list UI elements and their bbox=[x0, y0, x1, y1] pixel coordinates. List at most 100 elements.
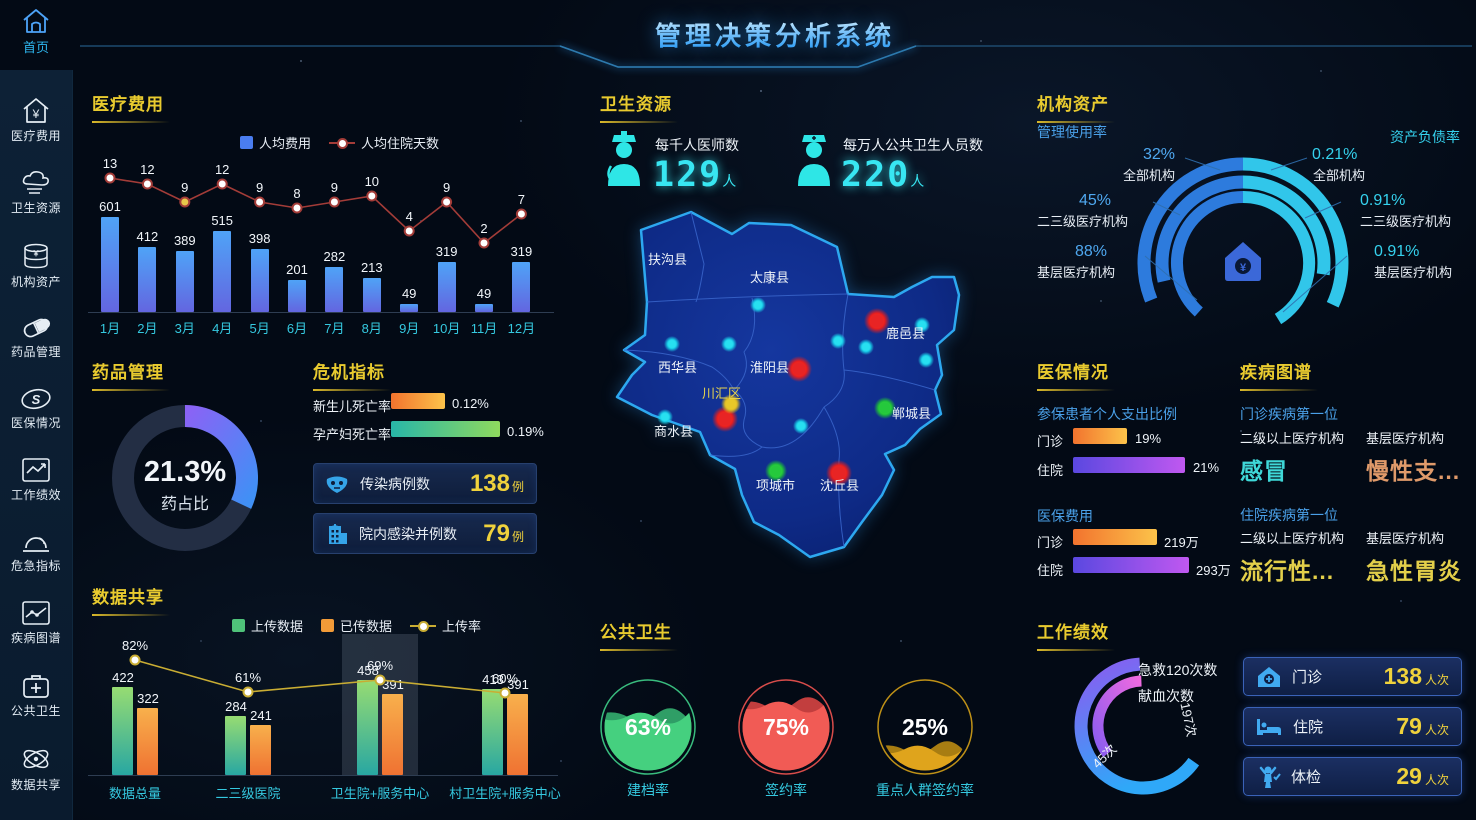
clinic-icon bbox=[1258, 666, 1280, 687]
data-share-chart[interactable]: 422 322 82% 数据总量 284 241 61% 二三级医院 458 391 69% 卫生院+… bbox=[88, 630, 566, 805]
sidebar-item-data-share[interactable]: 数据共享 bbox=[0, 745, 72, 793]
legend-item-cost[interactable]: 人均费用 bbox=[240, 133, 311, 152]
liquid-gauge-filing[interactable]: 63% bbox=[598, 677, 698, 777]
insurance-group2-header: 医保费用 bbox=[1037, 508, 1093, 524]
map-outline[interactable] bbox=[615, 210, 961, 559]
checkup-icon bbox=[1259, 766, 1281, 788]
bar-cost bbox=[362, 278, 381, 312]
sidebar-item-critical[interactable]: 危急指标 bbox=[0, 530, 72, 574]
map-district-label[interactable]: 项城市 bbox=[756, 478, 795, 493]
gauge-label: 签约率 bbox=[765, 782, 807, 798]
crisis-bar-label: 新生儿死亡率 bbox=[313, 399, 392, 414]
bar-value-label: 422 bbox=[112, 670, 134, 685]
bar-value-label: 241 bbox=[250, 708, 272, 723]
map-district-label[interactable]: 沈丘县 bbox=[820, 478, 859, 493]
map-district-label[interactable]: 商水县 bbox=[654, 424, 693, 439]
page-title: 管理决策分析系统 bbox=[600, 16, 950, 53]
insurance-icon: S bbox=[21, 388, 51, 409]
sidebar-item-label: 疾病图谱 bbox=[10, 631, 61, 646]
crisis-bar-newborn bbox=[391, 393, 445, 409]
line-point bbox=[129, 654, 141, 666]
stat-label: 每千人医师数 bbox=[655, 137, 739, 153]
line-value-label: 12 bbox=[140, 162, 155, 177]
line-point bbox=[366, 190, 378, 202]
crisis-card-nosocomial: 院内感染并例数 79 例 bbox=[313, 513, 537, 554]
crisis-bar-maternal bbox=[391, 421, 500, 437]
crisis-bar-value: 0.19% bbox=[507, 424, 544, 439]
section-title-health-resource: 卫生资源 bbox=[600, 90, 678, 123]
map-district-label[interactable]: 川汇区 bbox=[702, 386, 741, 401]
medical-expense-chart[interactable]: 601 1月 13 412 2月 12 389 3月 9 515 4月 12 398 5月 9 201 6月 8 2… bbox=[88, 150, 560, 340]
sidebar-item-home[interactable]: 首页 bbox=[0, 8, 72, 56]
stat-card-value: 79 bbox=[1396, 713, 1422, 739]
insurance-group1-header: 参保患者个人支出比例 bbox=[1037, 406, 1177, 422]
section-title-performance: 工作绩效 bbox=[1037, 618, 1115, 651]
map-marker-cyan[interactable] bbox=[657, 297, 934, 434]
performance-gauge[interactable] bbox=[1063, 648, 1228, 808]
legend-item-upload[interactable]: 上传数据 bbox=[232, 616, 303, 635]
liquid-gauge-contract[interactable]: 75% bbox=[736, 677, 836, 777]
x-axis bbox=[88, 312, 554, 313]
sidebar-item-disease[interactable]: 疾病图谱 bbox=[0, 600, 72, 646]
insurance-row-value: 21% bbox=[1193, 460, 1220, 475]
map-district-label[interactable]: 太康县 bbox=[750, 270, 789, 285]
map-district-label[interactable]: 鹿邑县 bbox=[886, 326, 925, 341]
sidebar-item-asset[interactable]: ¥ 机构资产 bbox=[0, 243, 72, 290]
bar-value-label: 515 bbox=[211, 213, 234, 228]
sidebar-item-medical-cost[interactable]: ¥ 医疗费用 bbox=[0, 97, 72, 144]
map-district-label[interactable]: 西华县 bbox=[658, 360, 697, 375]
stat-card-outpatient[interactable]: 门诊 138 人次 bbox=[1243, 657, 1462, 696]
stat-card-unit: 人次 bbox=[1424, 723, 1449, 737]
crisis-card-label: 传染病例数 bbox=[360, 475, 430, 492]
sidebar-item-label: 数据共享 bbox=[10, 778, 61, 793]
section-title-insurance: 医保情况 bbox=[1037, 358, 1115, 391]
sidebar-item-insurance[interactable]: S 医保情况 bbox=[0, 387, 72, 431]
drug-donut-chart[interactable]: 21.3% 药占比 bbox=[100, 393, 270, 563]
liquid-gauge-key-group[interactable]: 25% bbox=[875, 677, 975, 777]
stat-card-unit: 人次 bbox=[1424, 773, 1449, 787]
medical-expense-legend: 人均费用 人均住院天数 bbox=[240, 133, 439, 152]
insurance-row-label: 住院 bbox=[1037, 563, 1064, 578]
map-district-label[interactable]: 扶沟县 bbox=[648, 252, 687, 267]
stat-card-value: 138 bbox=[1383, 663, 1422, 689]
health-resource-icon bbox=[22, 171, 49, 194]
map-markers[interactable] bbox=[657, 297, 934, 486]
data-share-legend: 上传数据 已传数据 上传率 bbox=[232, 616, 481, 635]
line-value-label: 60% bbox=[491, 671, 519, 686]
stat-card-inpatient[interactable]: 住院 79 人次 bbox=[1243, 707, 1462, 746]
sidebar-item-performance[interactable]: 工作绩效 bbox=[0, 457, 72, 503]
stat-card-checkup[interactable]: 体检 29 人次 bbox=[1243, 757, 1462, 796]
line-value-label: 7 bbox=[517, 192, 525, 207]
legend-item-days[interactable]: 人均住院天数 bbox=[329, 133, 439, 152]
map-district-label[interactable]: 郸城县 bbox=[892, 406, 931, 421]
crisis-card-unit: 例 bbox=[511, 530, 524, 544]
legend-item-transferred[interactable]: 已传数据 bbox=[321, 616, 392, 635]
crisis-bar-value: 0.12% bbox=[452, 396, 489, 411]
line-point bbox=[478, 237, 490, 249]
map-district-label[interactable]: 淮阳县 bbox=[750, 360, 789, 375]
stat-card-unit: 人次 bbox=[1424, 673, 1449, 687]
line-value-label: 8 bbox=[293, 186, 301, 201]
gauge-label: 建档率 bbox=[627, 782, 669, 798]
stat-card-label: 门诊 bbox=[1292, 669, 1323, 686]
gauge-label: 重点人群签约率 bbox=[876, 782, 974, 798]
mask-icon bbox=[326, 476, 348, 493]
sidebar-item-public-health[interactable]: 公共卫生 bbox=[0, 673, 72, 719]
section-title-crisis: 危机指标 bbox=[313, 358, 391, 391]
doctor-icon bbox=[607, 131, 640, 186]
assets-ring-gauge[interactable]: ¥ bbox=[1125, 140, 1370, 340]
legend-item-rate[interactable]: 上传率 bbox=[410, 616, 481, 635]
disease-name: 流行性... bbox=[1240, 558, 1335, 584]
bar-value-label: 49 bbox=[476, 286, 492, 301]
bar-cost bbox=[400, 304, 419, 312]
x-tick-label: 10月 bbox=[432, 321, 461, 336]
sidebar-item-label: 首页 bbox=[22, 40, 49, 55]
sidebar-item-health-resource[interactable]: 卫生资源 bbox=[0, 170, 72, 216]
region-map[interactable]: 扶沟县 太康县 西华县 淮阳县 川汇区 商水县 鹿邑县 郸城县 项城市 沈丘县 bbox=[592, 202, 1022, 600]
line-value-label: 4 bbox=[405, 209, 413, 224]
x-tick-label: 7月 bbox=[324, 321, 345, 336]
sidebar-item-drug[interactable]: 药品管理 bbox=[0, 316, 72, 360]
asset-debt-label: 基层医疗机构 bbox=[1374, 265, 1453, 280]
bar-upload bbox=[357, 680, 378, 775]
stat-label: 每万人公共卫生人员数 bbox=[843, 137, 983, 153]
